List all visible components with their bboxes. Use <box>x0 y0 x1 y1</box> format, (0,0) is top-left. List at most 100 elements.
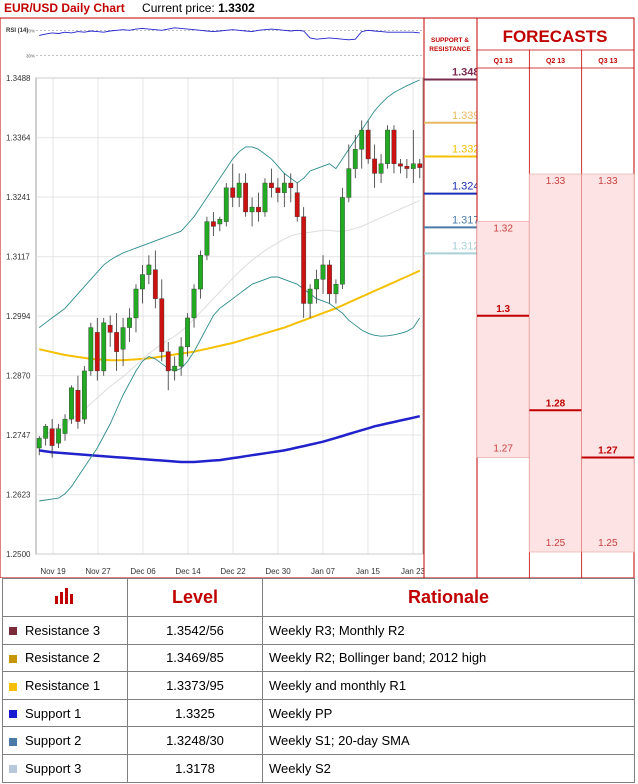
candle-body <box>262 182 268 213</box>
candle-body <box>178 346 184 367</box>
y-tick-label: 1.2994 <box>6 312 31 321</box>
level-name: Resistance 3 <box>25 622 101 638</box>
levels-table: Level Rationale Resistance 3 1.3542/56 Wee… <box>2 578 635 783</box>
candle-body <box>210 221 216 227</box>
forecast-min-label: 1.25 <box>546 538 566 549</box>
candle-body <box>204 221 210 256</box>
candle-body <box>269 182 274 189</box>
x-tick-label: Jan 15 <box>356 567 381 576</box>
x-tick-label: Dec 22 <box>220 567 246 576</box>
level-name-cell: Resistance 1 <box>2 671 128 700</box>
candle-body <box>223 187 229 222</box>
y-tick-label: 1.3364 <box>6 134 31 143</box>
level-value-cell: 1.3325 <box>127 698 263 728</box>
level-name: Support 3 <box>25 760 82 776</box>
rsi-line <box>39 27 420 41</box>
candle-body <box>314 279 319 290</box>
candle-body <box>307 288 313 304</box>
candle-body <box>230 187 236 198</box>
candle-body <box>81 370 87 420</box>
table-row: Resistance 1 1.3373/95 Weekly and monthly … <box>2 671 635 700</box>
candle-body <box>385 129 390 164</box>
level-color-swatch <box>9 737 17 746</box>
candle-body <box>88 327 94 372</box>
candle-body <box>159 298 165 352</box>
forecast-col-label: Q2 13 <box>546 58 565 65</box>
candle-body <box>249 206 255 213</box>
candle-body <box>69 387 74 420</box>
rsi-panel <box>4 20 423 66</box>
table-row: Resistance 3 1.3542/56 Weekly R3; Monthly … <box>2 616 635 645</box>
x-tick-label: Dec 14 <box>175 567 201 576</box>
candle-body <box>172 365 178 372</box>
table-body: Resistance 3 1.3542/56 Weekly R3; Monthly … <box>2 616 635 783</box>
candle-body <box>275 187 281 193</box>
rsi-label: RSI (14) <box>6 28 28 34</box>
y-tick-label: 1.2870 <box>6 372 31 381</box>
level-name-cell: Resistance 3 <box>2 616 128 645</box>
candle-body <box>43 426 49 439</box>
level-color-swatch <box>9 765 17 774</box>
candle-body <box>94 332 100 372</box>
x-tick-label: Jan 07 <box>311 567 336 576</box>
y-tick-label: 1.3117 <box>6 253 30 262</box>
forecast-range-box <box>581 173 635 553</box>
candle-body <box>127 317 132 328</box>
table-row: Resistance 2 1.3469/85 Weekly R2; Bollinge… <box>2 643 635 673</box>
candle-body <box>327 264 332 295</box>
bar-chart-icon <box>2 578 128 617</box>
forecast-title: FORECASTS <box>503 27 608 46</box>
table-row: Support 3 1.3178 Weekly S2 <box>2 753 635 783</box>
candle-body <box>165 351 171 372</box>
forecast-max-label: 1.33 <box>546 176 566 187</box>
rationale-cell: Weekly R2; Bollinger band; 2012 high <box>262 643 635 673</box>
level-name-cell: Resistance 2 <box>2 643 128 673</box>
candle-body <box>140 274 145 290</box>
current-price-label: Current price: <box>142 1 215 15</box>
candle-body <box>352 149 358 169</box>
candle-body <box>36 438 42 449</box>
series-line-4 <box>39 276 421 502</box>
y-tick-label: 1.2747 <box>6 431 31 440</box>
level-name: Resistance 1 <box>25 677 101 693</box>
x-tick-label: Nov 27 <box>85 567 111 576</box>
chart-svg: 1.3488 1.3364 1.3241 1.3117 1.2994 1.2870 1.27… <box>0 17 635 578</box>
level-value-cell: 1.3542/56 <box>127 616 263 645</box>
forecast-min-label: 1.25 <box>598 538 618 549</box>
candle-body <box>185 317 190 348</box>
candle-body <box>152 269 158 299</box>
level-color-swatch <box>9 627 17 636</box>
candle-body <box>320 264 326 280</box>
table-row: Support 2 1.3248/30 Weekly S1; 20-day SMA <box>2 726 635 755</box>
candle-body <box>114 332 120 352</box>
x-tick-label: Jan 23 <box>401 567 426 576</box>
candle-body <box>256 206 261 213</box>
current-price-value: 1.3302 <box>218 1 255 15</box>
level-color-swatch <box>9 710 17 719</box>
candle-body <box>359 129 365 150</box>
level-value-cell: 1.3248/30 <box>127 726 263 755</box>
y-tick-label: 1.3241 <box>6 193 31 202</box>
level-color-swatch <box>9 682 17 691</box>
rationale-cell: Weekly S1; 20-day SMA <box>262 726 635 755</box>
level-header: Level <box>127 578 263 617</box>
forecast-min-label: 1.27 <box>493 444 513 455</box>
forecast-col-label: Q3 13 <box>598 58 617 65</box>
series-line-2 <box>38 199 421 439</box>
candle-body <box>417 163 423 168</box>
candle-body <box>294 192 300 217</box>
level-name: Resistance 2 <box>25 650 101 666</box>
candle-body <box>243 182 249 213</box>
forecast-median-label: 1.27 <box>598 446 618 457</box>
forecast-max-label: 1.33 <box>598 176 618 187</box>
rsi-level-label: 70% <box>26 28 35 33</box>
candle-body <box>288 182 294 189</box>
table-header-row: Level Rationale <box>2 578 635 617</box>
candle-body <box>191 288 197 319</box>
candle-body <box>378 163 384 174</box>
candle-body <box>346 168 352 198</box>
candle-body <box>107 324 113 333</box>
forecast-median-label: 1.3 <box>496 304 510 315</box>
candle-body <box>398 163 403 167</box>
series-line-0 <box>39 414 421 464</box>
